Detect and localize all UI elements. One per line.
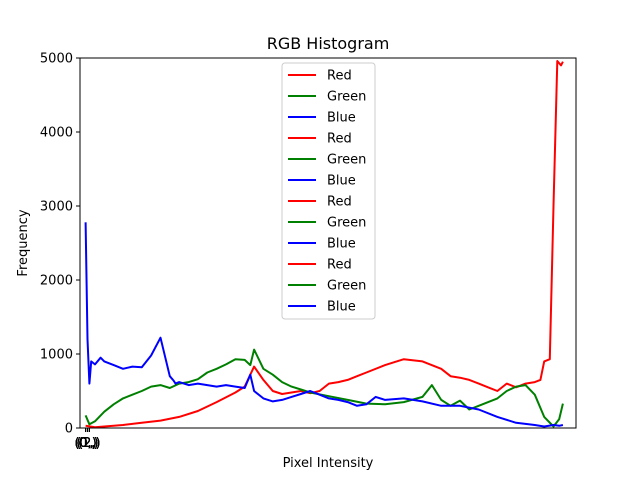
- series-line-green: [84, 348, 564, 428]
- y-tick-label: 0: [65, 422, 73, 437]
- y-tick-label: 4000: [40, 126, 73, 141]
- y-tick-label: 2000: [40, 274, 73, 289]
- x-tick-label: (2,): [78, 436, 101, 451]
- legend: Red Green Blue Red Green Blue Red Green Blue Red G…: [281, 62, 376, 320]
- legend-label: Red: [327, 258, 352, 273]
- series-lines: [84, 60, 564, 429]
- x-tick-label: (2,): [78, 436, 101, 451]
- legend-box: [281, 62, 376, 320]
- series-line-blue: [84, 222, 564, 428]
- x-tick-label: (1,): [76, 436, 99, 451]
- legend-label: Red: [327, 195, 352, 210]
- x-tick-label: (0,): [74, 436, 97, 451]
- x-tick-label: (0,): [74, 436, 97, 451]
- chart-title: RGB Histogram: [267, 34, 390, 53]
- y-tick-label: 3000: [40, 200, 73, 215]
- y-tick-label: 1000: [40, 348, 73, 363]
- legend-label: Blue: [327, 111, 356, 126]
- x-tick-label: (1,): [76, 436, 99, 451]
- x-axis-label: Pixel Intensity: [283, 456, 374, 471]
- x-tick-label: (1,): [76, 436, 99, 451]
- legend-label: Blue: [327, 300, 356, 315]
- axes-frame: [79, 57, 577, 429]
- legend-label: Blue: [327, 237, 356, 252]
- y-tick-label: 5000: [40, 52, 73, 67]
- legend-label: Green: [327, 90, 366, 105]
- x-tick-label: (2,): [78, 436, 101, 451]
- legend-label: Green: [327, 279, 366, 294]
- x-tick-label: (1,): [76, 436, 99, 451]
- legend-label: Green: [327, 216, 366, 231]
- x-axis-ticks: (0,)(1,)(2,)(0,)(1,)(2,)(0,)(1,)(2,)(0,)…: [74, 428, 101, 451]
- x-tick-label: (0,): [74, 436, 97, 451]
- x-tick-label: (2,): [78, 436, 101, 451]
- legend-label: Red: [327, 69, 352, 84]
- legend-label: Red: [327, 132, 352, 147]
- legend-label: Blue: [327, 174, 356, 189]
- x-tick-label: (0,): [74, 436, 97, 451]
- legend-label: Green: [327, 153, 366, 168]
- y-axis-ticks: 0 1000 2000 3000 4000 5000: [40, 52, 80, 437]
- y-axis-label: Frequency: [16, 209, 31, 276]
- series-line-red: [85, 60, 564, 429]
